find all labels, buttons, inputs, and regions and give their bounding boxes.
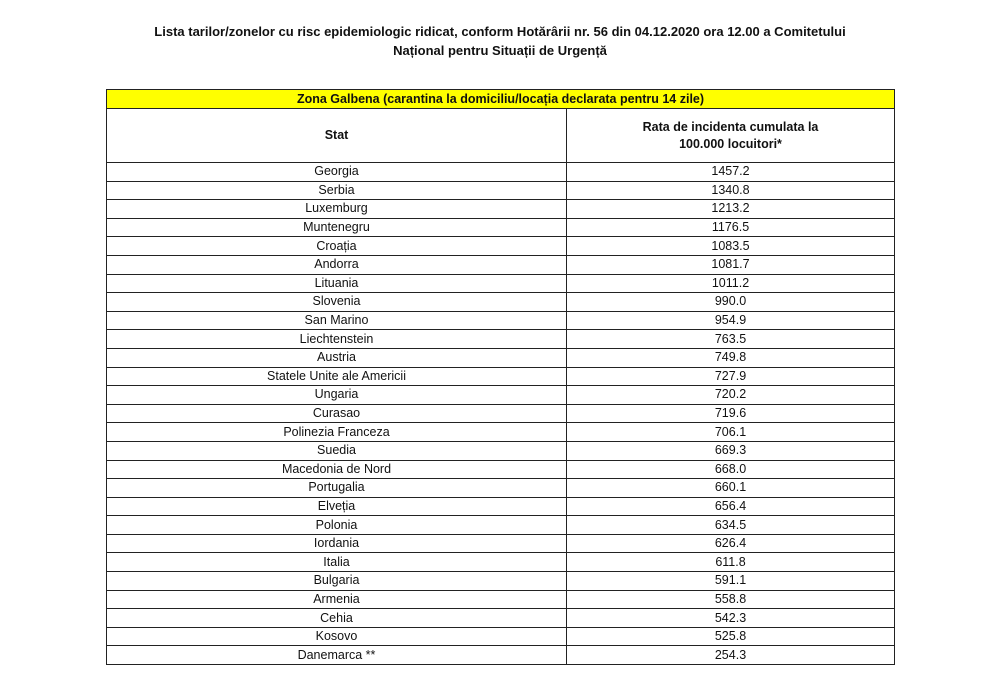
zone-label: Zona Galbena (carantina la domiciliu/loc… xyxy=(106,89,895,109)
table-row: Liechtenstein 763.5 xyxy=(106,329,895,349)
column-header-rate: Rata de incidenta cumulata la 100.000 lo… xyxy=(566,108,895,163)
state-cell: Cehia xyxy=(106,608,567,628)
rate-cell: 727.9 xyxy=(566,366,895,387)
table-row: Kosovo 525.8 xyxy=(106,626,895,647)
rate-cell: 1011.2 xyxy=(566,273,895,294)
rate-cell: 634.5 xyxy=(566,515,895,535)
rate-cell: 525.8 xyxy=(566,626,895,647)
state-cell: Italia xyxy=(106,552,567,573)
state-cell: Bulgaria xyxy=(106,571,567,591)
table-row: Danemarca ** 254.3 xyxy=(106,645,895,666)
rate-cell: 1083.5 xyxy=(566,236,895,256)
rate-cell: 254.3 xyxy=(566,645,895,666)
table-row: Macedonia de Nord 668.0 xyxy=(106,459,895,480)
rate-cell: 1081.7 xyxy=(566,254,895,275)
rate-cell: 626.4 xyxy=(566,533,895,554)
table-row: Andorra 1081.7 xyxy=(106,254,895,275)
table-row: Statele Unite ale Americii 727.9 xyxy=(106,366,895,387)
rate-cell: 611.8 xyxy=(566,552,895,573)
state-cell: Polonia xyxy=(106,515,567,535)
rate-cell: 669.3 xyxy=(566,440,895,461)
state-cell: Liechtenstein xyxy=(106,329,567,349)
state-cell: Lituania xyxy=(106,273,567,294)
table-row: Lituania 1011.2 xyxy=(106,273,895,294)
rate-header-line-1: Rata de incidenta cumulata la xyxy=(642,119,819,134)
rate-cell: 1213.2 xyxy=(566,199,895,219)
rate-cell: 706.1 xyxy=(566,422,895,442)
state-cell: Statele Unite ale Americii xyxy=(106,366,567,387)
table-row: San Marino 954.9 xyxy=(106,310,895,331)
document-title: Lista tarilor/zonelor cu risc epidemiolo… xyxy=(0,22,1000,60)
state-cell: Kosovo xyxy=(106,626,567,647)
rate-cell: 656.4 xyxy=(566,496,895,517)
table-row: Portugalia 660.1 xyxy=(106,478,895,498)
rate-cell: 990.0 xyxy=(566,292,895,312)
table-row: Suedia 669.3 xyxy=(106,440,895,461)
column-header-row: Stat Rata de incidenta cumulata la 100.0… xyxy=(106,108,895,163)
state-cell: Portugalia xyxy=(106,478,567,498)
rate-header-line-2: 100.000 locuitori* xyxy=(679,136,782,151)
table-row: Georgia 1457.2 xyxy=(106,162,895,182)
state-cell: Serbia xyxy=(106,180,567,201)
state-cell: Polinezia Franceza xyxy=(106,422,567,442)
table-row: Luxemburg 1213.2 xyxy=(106,199,895,219)
rate-cell: 1340.8 xyxy=(566,180,895,201)
table-row: Polinezia Franceza 706.1 xyxy=(106,422,895,442)
state-cell: Danemarca ** xyxy=(106,645,567,666)
state-cell: Croația xyxy=(106,236,567,256)
table-row: Armenia 558.8 xyxy=(106,589,895,610)
rate-cell: 954.9 xyxy=(566,310,895,331)
state-cell: Curasao xyxy=(106,403,567,424)
rate-cell: 1176.5 xyxy=(566,217,895,238)
title-line-1: Lista tarilor/zonelor cu risc epidemiolo… xyxy=(154,24,846,39)
rate-cell: 558.8 xyxy=(566,589,895,610)
table-row: Slovenia 990.0 xyxy=(106,292,895,312)
rate-cell: 660.1 xyxy=(566,478,895,498)
state-cell: Luxemburg xyxy=(106,199,567,219)
state-cell: Georgia xyxy=(106,162,567,182)
table-row: Cehia 542.3 xyxy=(106,608,895,628)
rate-cell: 542.3 xyxy=(566,608,895,628)
zone-header-row: Zona Galbena (carantina la domiciliu/loc… xyxy=(106,89,895,109)
table-row: Serbia 1340.8 xyxy=(106,180,895,201)
table-row: Austria 749.8 xyxy=(106,347,895,368)
state-cell: Suedia xyxy=(106,440,567,461)
rate-cell: 591.1 xyxy=(566,571,895,591)
state-cell: Austria xyxy=(106,347,567,368)
table-row: Elveția 656.4 xyxy=(106,496,895,517)
state-cell: Slovenia xyxy=(106,292,567,312)
rate-cell: 719.6 xyxy=(566,403,895,424)
state-cell: Iordania xyxy=(106,533,567,554)
state-cell: Ungaria xyxy=(106,385,567,405)
state-cell: Muntenegru xyxy=(106,217,567,238)
table-row: Muntenegru 1176.5 xyxy=(106,217,895,238)
table-row: Iordania 626.4 xyxy=(106,533,895,554)
table-row: Italia 611.8 xyxy=(106,552,895,573)
table-row: Curasao 719.6 xyxy=(106,403,895,424)
rate-cell: 1457.2 xyxy=(566,162,895,182)
state-cell: Andorra xyxy=(106,254,567,275)
state-cell: San Marino xyxy=(106,310,567,331)
table-row: Bulgaria 591.1 xyxy=(106,571,895,591)
state-cell: Armenia xyxy=(106,589,567,610)
table-row: Ungaria 720.2 xyxy=(106,385,895,405)
rate-cell: 763.5 xyxy=(566,329,895,349)
state-cell: Macedonia de Nord xyxy=(106,459,567,480)
column-header-state: Stat xyxy=(106,108,567,163)
table-row: Croația 1083.5 xyxy=(106,236,895,256)
rate-cell: 749.8 xyxy=(566,347,895,368)
title-line-2: Național pentru Situații de Urgență xyxy=(393,43,607,58)
risk-zone-table: Zona Galbena (carantina la domiciliu/loc… xyxy=(106,89,895,666)
rate-cell: 668.0 xyxy=(566,459,895,480)
rate-cell: 720.2 xyxy=(566,385,895,405)
state-cell: Elveția xyxy=(106,496,567,517)
table-row: Polonia 634.5 xyxy=(106,515,895,535)
